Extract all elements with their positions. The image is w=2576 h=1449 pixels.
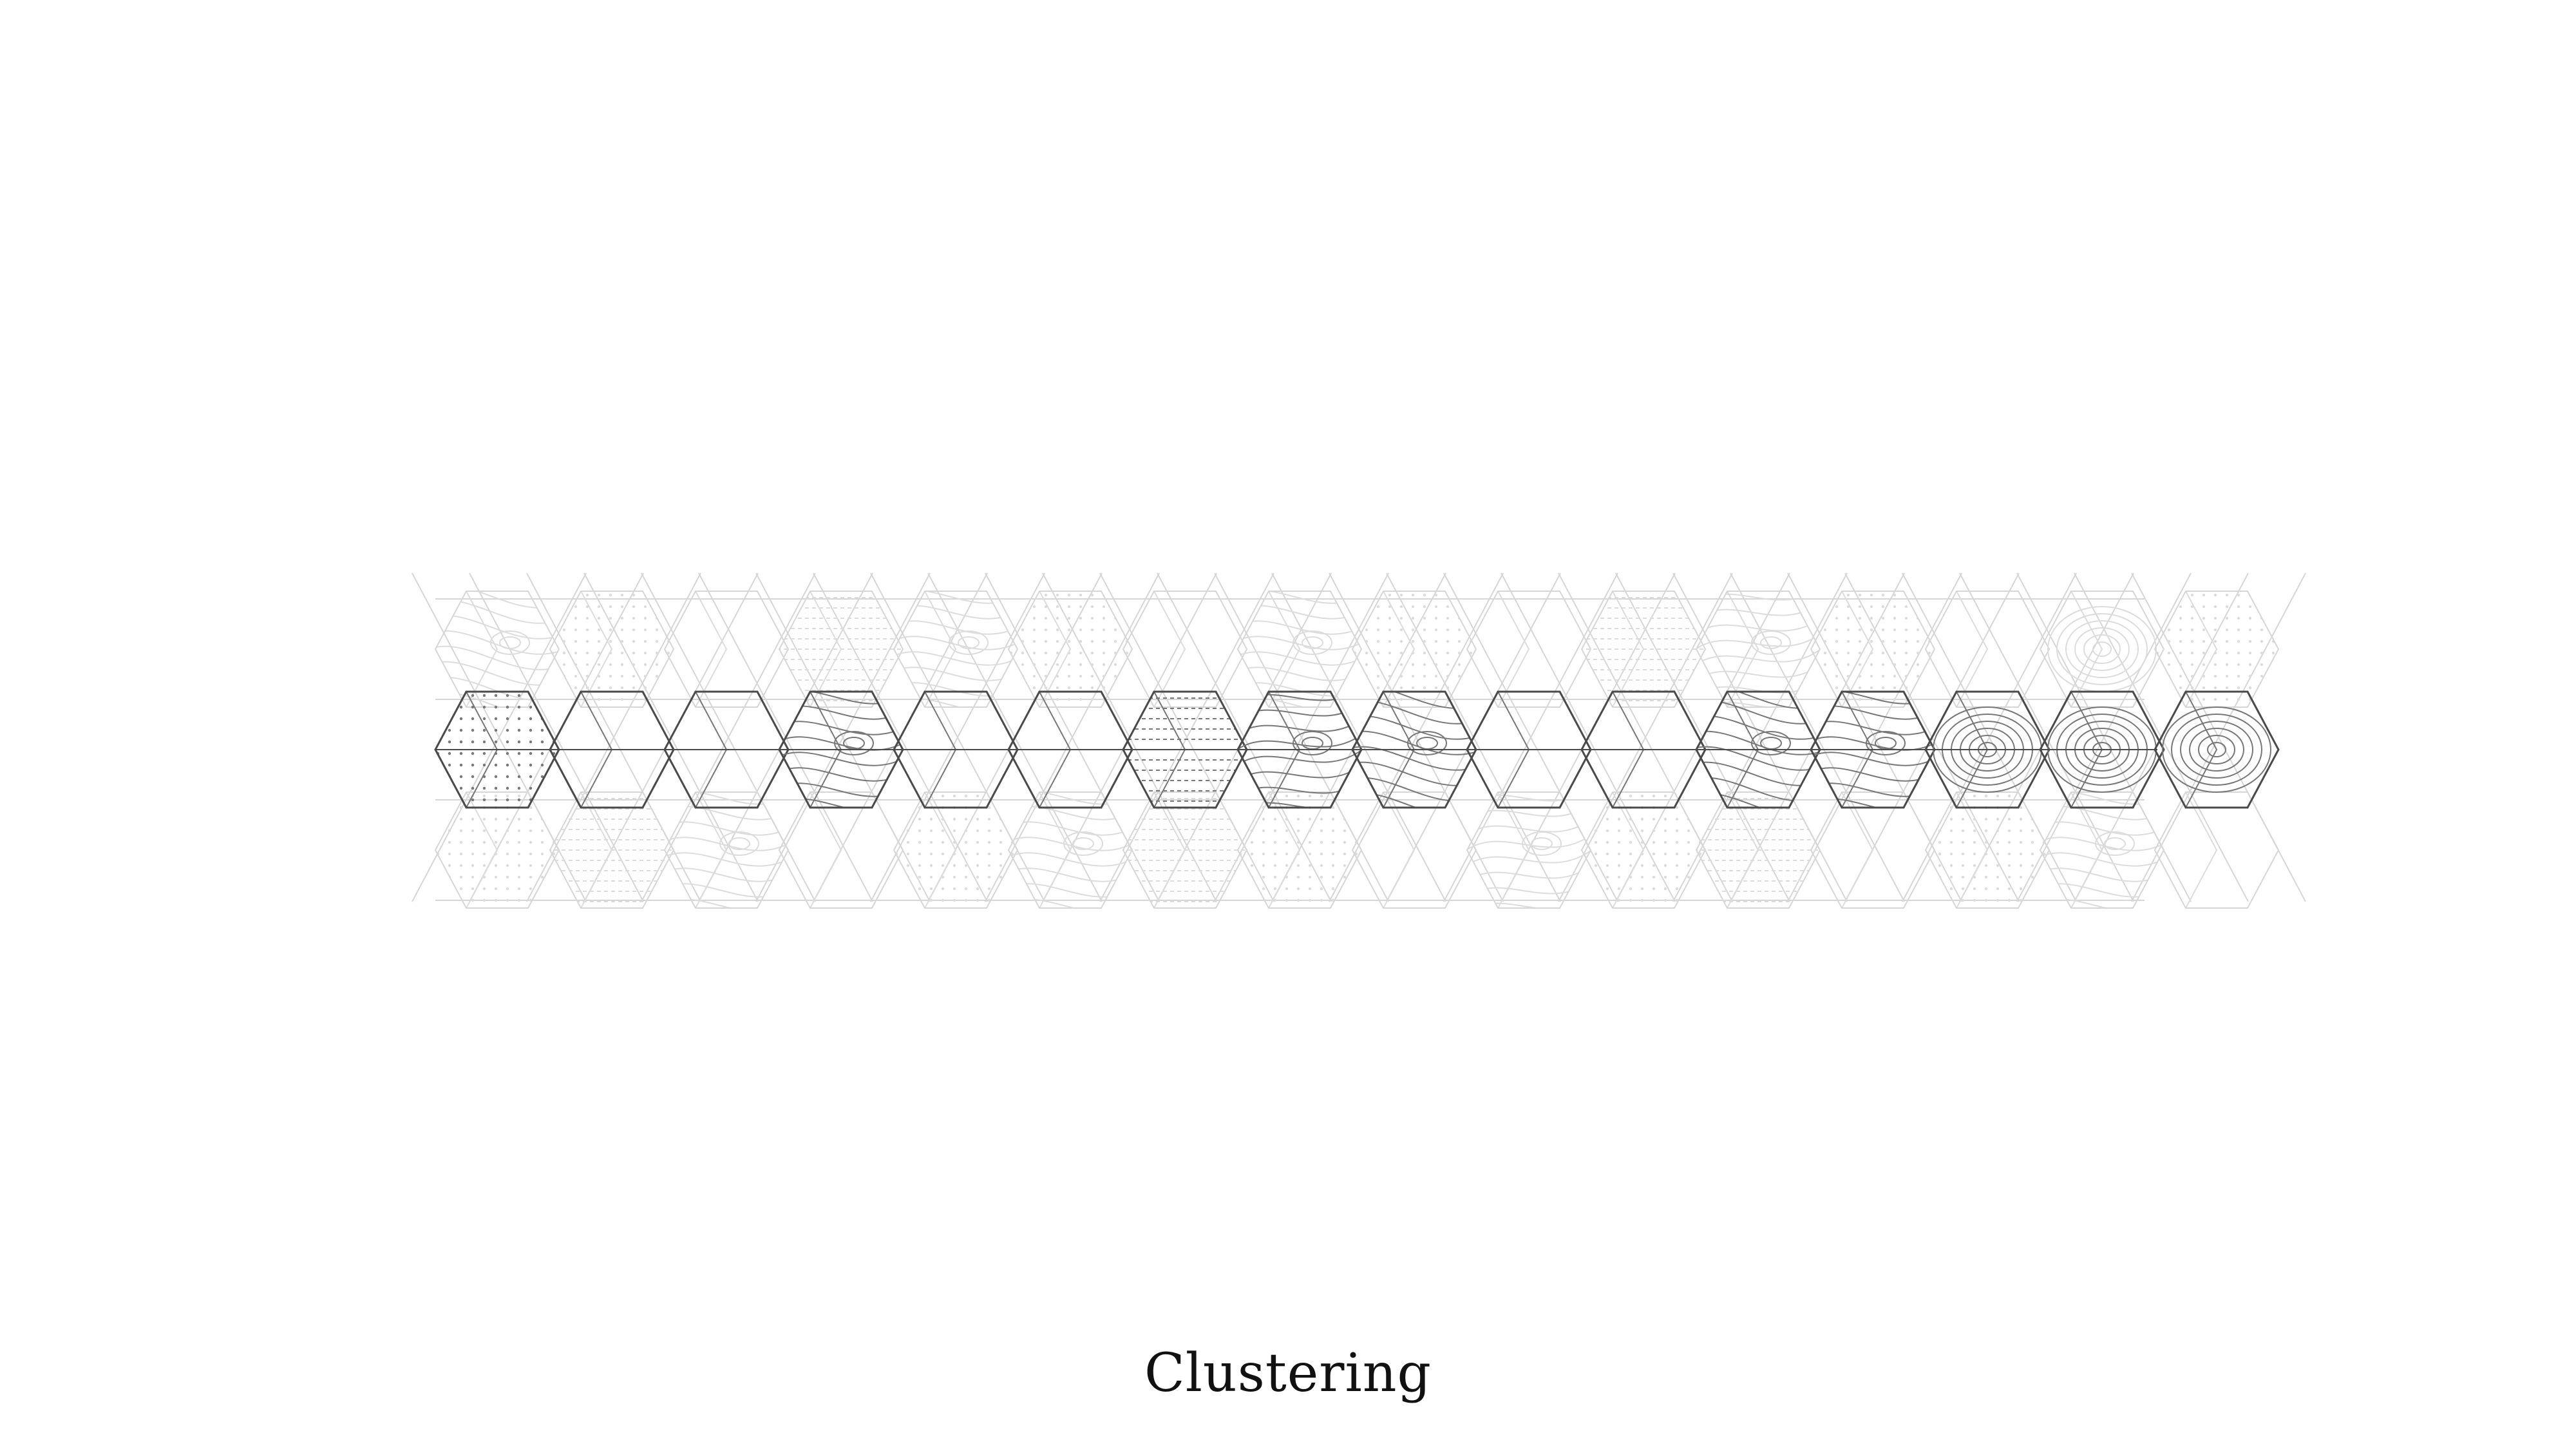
- lattice-line: [1099, 573, 1274, 902]
- hexagon-cell: [1236, 791, 1363, 909]
- hexagon-cell: [1466, 591, 1592, 708]
- hexagon-cell: [1351, 791, 1477, 909]
- hexagon-cell: [1810, 690, 1936, 809]
- hexagon-cell: [1810, 791, 1936, 909]
- hexagon-cell: [2039, 791, 2165, 909]
- hexagon-cell: [893, 791, 1019, 909]
- hexagon-cell: [778, 690, 904, 809]
- highlighted-hex-row: [434, 690, 2280, 809]
- hexagon-cell: [778, 791, 904, 909]
- hexagon-cell: [2039, 591, 2165, 708]
- hexagon-cell: [1810, 591, 1936, 708]
- hexagon-cell: [1007, 791, 1133, 909]
- lattice-line: [412, 573, 587, 902]
- hexagon-cell: [663, 791, 790, 909]
- hexagon-cell: [1466, 791, 1592, 909]
- hexagon-cell: [1122, 791, 1248, 909]
- hexagon-cell: [434, 791, 560, 909]
- hexagon-cell: [434, 591, 560, 708]
- lattice-line: [985, 573, 1160, 902]
- lattice-line: [1902, 573, 2077, 902]
- hexagon-cell: [549, 791, 675, 909]
- hexagon-cell: [1351, 591, 1477, 708]
- lattice-line: [1558, 573, 1733, 902]
- lattice-line: [1214, 573, 1389, 902]
- lattice-line: [2016, 573, 2192, 902]
- hexagon-cell: [1007, 591, 1133, 708]
- lattice-line: [1787, 573, 1962, 902]
- lattice-line: [1672, 573, 1848, 902]
- hexagon-cell: [2154, 690, 2280, 809]
- lattice-line: [2131, 573, 2306, 902]
- hexagon-cell: [1580, 791, 1707, 909]
- hexagon-cell: [1924, 591, 2050, 708]
- hexagon-cell: [2154, 791, 2280, 909]
- lattice-line: [755, 573, 931, 902]
- hexagon-cell: [2154, 591, 2280, 708]
- lattice-line: [1329, 573, 1504, 902]
- hexagon-cell: [1695, 690, 1821, 809]
- lattice-line: [526, 573, 701, 902]
- lattice-line: [641, 573, 816, 902]
- hexagon-cell: [1122, 591, 1248, 708]
- lattice-line: [870, 573, 1045, 902]
- hexagon-cell: [549, 591, 675, 708]
- hexagon-cell: [1695, 791, 1821, 909]
- hexagon-cell: [663, 591, 790, 708]
- diagram-caption: Clustering: [1144, 1343, 1432, 1404]
- hexagon-cell: [1351, 690, 1477, 809]
- triangular-lattice: [412, 573, 2306, 902]
- hexagon-cell: [1924, 791, 2050, 909]
